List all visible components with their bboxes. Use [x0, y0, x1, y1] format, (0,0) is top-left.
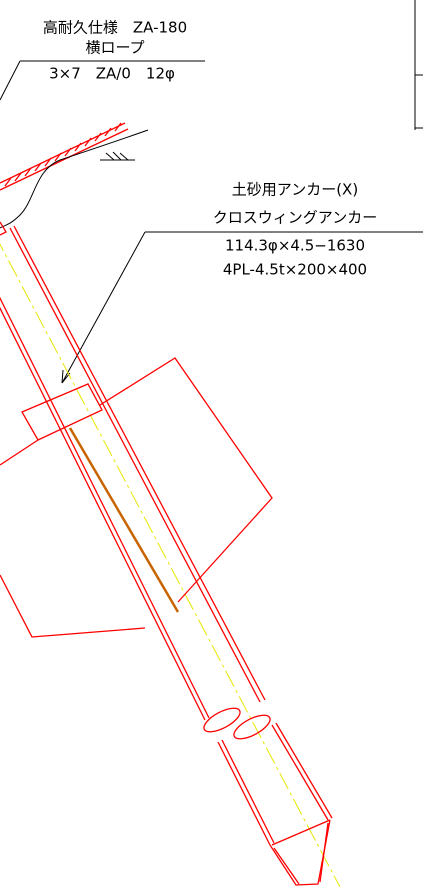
drawing: 高耐久仕様 ZA-180 横ロープ 3×7 ZA/0 12φ 土砂用アンカー(X… — [0, 0, 423, 887]
leader-line — [0, 61, 20, 100]
pipe — [0, 222, 273, 743]
label-text: 3×7 ZA/0 12φ — [49, 65, 175, 83]
pipe-lower — [218, 723, 332, 885]
label-text: クロスウィングアンカー — [213, 209, 377, 227]
label-text: 土砂用アンカー(X) — [232, 181, 358, 199]
page: 高耐久仕様 ZA-180 横ロープ 3×7 ZA/0 12φ 土砂用アンカー(X… — [0, 0, 423, 887]
leader-line — [62, 232, 145, 383]
frame — [415, 0, 423, 130]
label-text: 114.3φ×4.5−1630 — [225, 237, 365, 255]
ground-symbol — [100, 152, 135, 160]
rope — [0, 123, 128, 190]
label-text: 4PL-4.5t×200×400 — [223, 261, 367, 279]
label-text: 横ロープ — [85, 39, 144, 57]
inner-rod — [70, 428, 178, 612]
center-line — [0, 235, 340, 887]
label-text: 高耐久仕様 ZA-180 — [43, 19, 187, 37]
wing-plate — [0, 358, 272, 637]
